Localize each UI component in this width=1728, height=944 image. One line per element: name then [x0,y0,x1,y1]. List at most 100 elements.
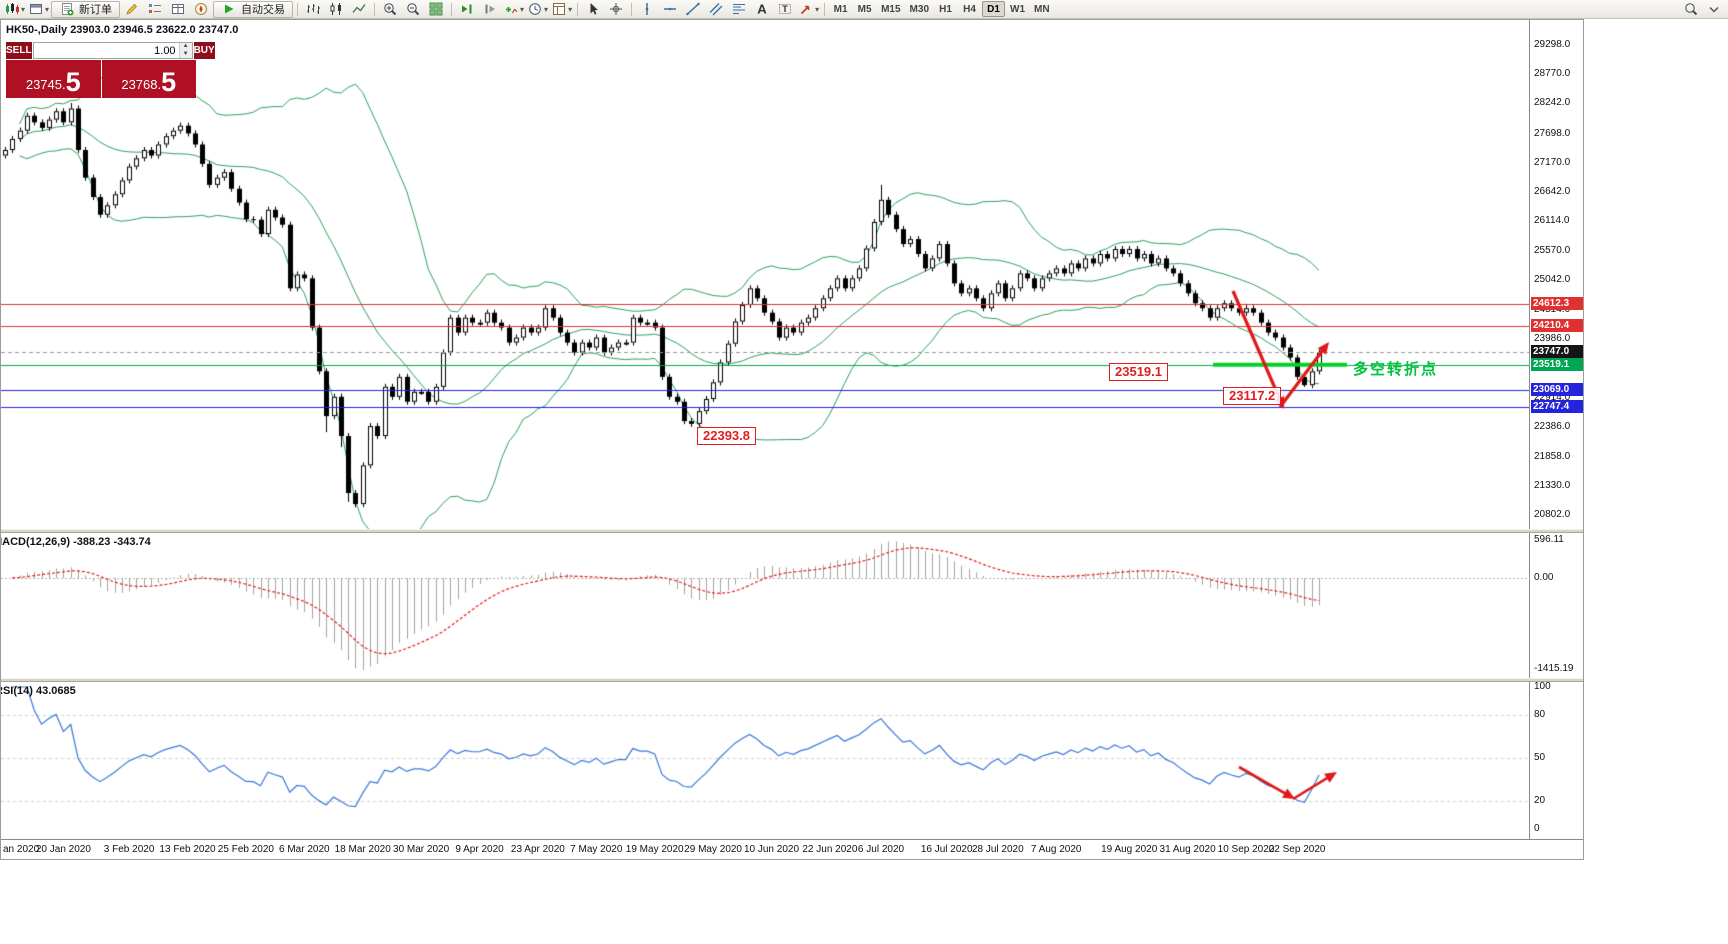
vertical-line-icon[interactable] [636,1,658,18]
auto-scroll-icon[interactable] [456,1,478,18]
buy-price-button[interactable]: 23768. 5 [101,60,196,98]
volume-input[interactable] [33,43,179,58]
trendline-icon[interactable] [682,1,704,18]
timeframe-h1-button[interactable]: H1 [939,3,952,15]
fibonacci-icon[interactable] [728,1,750,18]
time-axis-label: 25 Feb 2020 [217,844,274,855]
time-axis-label: 9 Apr 2020 [455,844,504,855]
periods-icon[interactable]: ▾ [526,1,549,18]
text-icon[interactable]: A [751,1,773,18]
time-axis-label: 7 May 2020 [570,844,623,855]
time-axis-label: 19 Aug 2020 [1101,844,1158,855]
autotrading-button[interactable]: 自动交易 [213,0,294,18]
price-tick: 28242.0 [1534,97,1571,109]
timeframe-mn-button[interactable]: MN [1034,3,1050,15]
toolbar-overflow-icon[interactable] [1703,1,1725,18]
timeframe-m15-button[interactable]: M15 [881,3,901,15]
sell-price-button[interactable]: 23745. 5 [6,60,101,98]
bar-chart-icon[interactable] [302,1,324,18]
zoom-in-icon[interactable] [379,1,401,18]
timeframe-m30-button[interactable]: M30 [909,3,929,15]
candle-chart-icon[interactable] [325,1,347,18]
sell-price-big: 5 [65,67,81,97]
svg-text:A: A [757,2,767,17]
label-icon[interactable]: T [774,1,796,18]
navigator-icon[interactable] [190,1,212,18]
buy-price-small: 23768. [121,77,162,92]
rsi-canvas[interactable] [1,682,1529,839]
price-axis[interactable]: 29298.0 28770.0 28242.0 27698.0 27170.0 26642… [1529,20,1583,529]
rsi-tick: 50 [1534,752,1546,763]
cursor-icon[interactable] [582,1,604,18]
macd-tick: 0.00 [1534,572,1554,584]
tile-windows-icon[interactable] [425,1,447,18]
data-window-icon[interactable] [167,1,189,18]
price-tick: 22914.0 [1534,392,1571,404]
level-label-22393[interactable]: 22393.8 [697,427,756,445]
price-panel: HK50-,Daily 23903.0 23946.5 23622.0 2374… [1,20,1583,529]
timeframe-w1-button[interactable]: W1 [1010,3,1025,15]
time-axis-label: 16 Jul 2020 [920,844,973,855]
macd-axis[interactable]: 596.11 0.00 -1415.19 [1529,533,1583,678]
time-axis-label: 13 Feb 2020 [159,844,216,855]
time-axis-label: an 2020 [3,844,40,855]
time-axis[interactable]: an 2020 20 Jan 2020 3 Feb 2020 13 Feb 2020 2… [1,839,1583,859]
time-axis-label: 10 Jun 2020 [743,844,800,855]
price-tick: 20802.0 [1534,509,1571,521]
indicators-icon[interactable]: ▾ [502,1,525,18]
toolbar-separator [631,2,633,16]
new-chart-icon[interactable]: ▾ [3,1,26,18]
timeframe-h4-button[interactable]: H4 [963,3,976,15]
metaeditor-icon[interactable] [121,1,143,18]
price-level-badge: 23519.1 [1531,357,1583,371]
main-toolbar: ▾ ▾ 新订单 自动交易 ▾ ▾ ▾ A T ▾ M1 M5 M15 M30 H1 H4 D1 W1 MN [0,0,1728,19]
time-axis-label: 31 Aug 2020 [1159,844,1216,855]
time-axis-label: 3 Feb 2020 [103,844,155,855]
panel-separator[interactable] [1,678,1583,682]
timeframe-d1-button[interactable]: D1 [982,1,1005,17]
volume-increase-button[interactable]: ▲ [179,43,192,51]
price-level-badge: 23747.0 [1531,345,1583,359]
chart-window: HK50-,Daily 23903.0 23946.5 23622.0 2374… [0,19,1584,860]
time-axis-label: 22 Sep 2020 [1268,844,1326,855]
level-label-23519[interactable]: 23519.1 [1109,363,1168,381]
macd-panel: MACD(12,26,9) -388.23 -343.74 596.11 0.00… [1,533,1583,678]
rsi-tick: 0 [1534,823,1540,834]
macd-canvas[interactable] [1,533,1529,678]
volume-spinner: ▲ ▼ [178,43,192,58]
channel-icon[interactable] [705,1,727,18]
time-axis-label: 19 May 2020 [625,844,684,855]
timeframe-m1-button[interactable]: M1 [833,3,848,15]
buy-button[interactable]: BUY [193,42,215,59]
search-icon[interactable] [1680,1,1702,18]
rsi-panel: RSI(14) 43.0685 100 80 50 20 0 [1,682,1583,839]
horizontal-line-icon[interactable] [659,1,681,18]
timeframe-m5-button[interactable]: M5 [857,3,872,15]
templates-icon[interactable]: ▾ [550,1,573,18]
zoom-out-icon[interactable] [402,1,424,18]
level-label-23117[interactable]: 23117.2 [1223,387,1282,405]
market-watch-icon[interactable] [144,1,166,18]
chart-shift-icon[interactable] [479,1,501,18]
price-level-badge: 23069.0 [1531,382,1583,396]
toolbar-left-group: ▾ ▾ 新订单 自动交易 ▾ ▾ ▾ A T ▾ M1 M5 M15 M30 H1 H4 D1 W1 MN [3,0,1054,18]
price-level-badge: 24612.3 [1531,297,1583,311]
price-level-badge: 24210.4 [1531,319,1583,333]
price-chart-canvas[interactable] [1,20,1529,529]
profiles-icon[interactable]: ▾ [27,1,50,18]
price-tick: 27698.0 [1534,127,1571,139]
rsi-axis[interactable]: 100 80 50 20 0 [1529,682,1583,839]
time-axis-label: 28 Jul 2020 [971,844,1024,855]
turning-point-label[interactable]: 多空转折点 [1353,361,1439,378]
line-chart-icon[interactable] [348,1,370,18]
sell-price-small: 23745. [25,77,66,92]
toolbar-separator [577,2,579,16]
sell-button[interactable]: SELL [6,42,32,59]
arrows-icon[interactable]: ▾ [797,1,820,18]
toolbar-separator [297,2,299,16]
crosshair-icon[interactable] [605,1,627,18]
volume-decrease-button[interactable]: ▼ [179,50,192,58]
panel-separator[interactable] [1,529,1583,533]
new-order-button[interactable]: 新订单 [51,0,121,18]
